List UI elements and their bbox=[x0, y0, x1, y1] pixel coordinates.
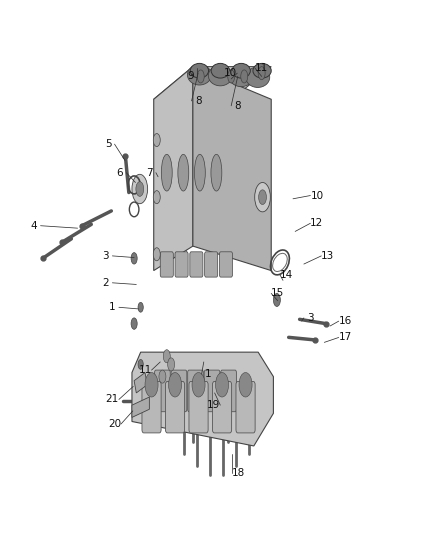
Polygon shape bbox=[193, 67, 271, 271]
Ellipse shape bbox=[229, 66, 253, 87]
Circle shape bbox=[192, 373, 205, 397]
Circle shape bbox=[131, 318, 137, 329]
Text: 10: 10 bbox=[224, 68, 237, 78]
Text: 17: 17 bbox=[339, 333, 352, 343]
Circle shape bbox=[138, 302, 143, 312]
Ellipse shape bbox=[178, 155, 189, 191]
FancyBboxPatch shape bbox=[236, 382, 255, 433]
Circle shape bbox=[153, 248, 160, 261]
Circle shape bbox=[159, 370, 166, 383]
FancyBboxPatch shape bbox=[205, 252, 218, 277]
Text: 1: 1 bbox=[205, 369, 212, 379]
Text: 5: 5 bbox=[105, 139, 111, 149]
Polygon shape bbox=[132, 352, 273, 446]
Circle shape bbox=[258, 190, 266, 205]
Circle shape bbox=[239, 373, 252, 397]
Polygon shape bbox=[154, 67, 193, 271]
Text: 10: 10 bbox=[311, 190, 324, 200]
Text: 19: 19 bbox=[207, 400, 220, 410]
Circle shape bbox=[153, 191, 160, 204]
Text: 11: 11 bbox=[255, 63, 268, 73]
Ellipse shape bbox=[190, 63, 208, 78]
Circle shape bbox=[254, 182, 270, 212]
FancyBboxPatch shape bbox=[142, 382, 161, 433]
Ellipse shape bbox=[194, 155, 205, 191]
Ellipse shape bbox=[253, 63, 271, 78]
FancyBboxPatch shape bbox=[212, 382, 232, 433]
Circle shape bbox=[131, 253, 137, 264]
Circle shape bbox=[169, 373, 182, 397]
Circle shape bbox=[215, 373, 229, 397]
Text: 3: 3 bbox=[307, 313, 314, 323]
Text: 8: 8 bbox=[195, 96, 201, 106]
Text: 7: 7 bbox=[146, 168, 153, 177]
Text: 4: 4 bbox=[31, 221, 37, 231]
Text: 20: 20 bbox=[108, 419, 121, 429]
Ellipse shape bbox=[211, 63, 230, 78]
Text: 8: 8 bbox=[234, 101, 241, 111]
Circle shape bbox=[241, 70, 248, 83]
Ellipse shape bbox=[161, 155, 172, 191]
Ellipse shape bbox=[208, 66, 232, 86]
Ellipse shape bbox=[187, 64, 212, 85]
Ellipse shape bbox=[246, 67, 270, 87]
Circle shape bbox=[136, 182, 144, 196]
FancyBboxPatch shape bbox=[171, 370, 187, 411]
FancyBboxPatch shape bbox=[175, 252, 188, 277]
FancyBboxPatch shape bbox=[187, 370, 203, 411]
Text: 21: 21 bbox=[106, 394, 119, 405]
Text: 6: 6 bbox=[117, 168, 123, 177]
Circle shape bbox=[228, 70, 235, 83]
Text: 12: 12 bbox=[310, 219, 324, 228]
Text: 18: 18 bbox=[232, 468, 245, 478]
FancyBboxPatch shape bbox=[219, 252, 233, 277]
Polygon shape bbox=[154, 67, 271, 99]
Polygon shape bbox=[134, 373, 147, 393]
Text: 13: 13 bbox=[321, 251, 335, 261]
FancyBboxPatch shape bbox=[155, 370, 170, 411]
Circle shape bbox=[138, 359, 143, 369]
Ellipse shape bbox=[232, 63, 251, 78]
FancyBboxPatch shape bbox=[221, 370, 237, 411]
Text: 1: 1 bbox=[109, 302, 116, 312]
Text: 3: 3 bbox=[102, 251, 109, 261]
Circle shape bbox=[132, 174, 148, 204]
FancyBboxPatch shape bbox=[204, 370, 220, 411]
Circle shape bbox=[145, 373, 158, 397]
FancyBboxPatch shape bbox=[190, 252, 203, 277]
Ellipse shape bbox=[211, 155, 222, 191]
Circle shape bbox=[273, 294, 280, 306]
Circle shape bbox=[258, 67, 265, 80]
FancyBboxPatch shape bbox=[160, 252, 173, 277]
Circle shape bbox=[163, 350, 170, 363]
Text: 2: 2 bbox=[102, 278, 109, 288]
Text: 14: 14 bbox=[280, 270, 293, 280]
FancyBboxPatch shape bbox=[189, 382, 208, 433]
Polygon shape bbox=[132, 397, 149, 417]
Text: 9: 9 bbox=[187, 71, 194, 82]
Text: 15: 15 bbox=[271, 288, 284, 298]
Circle shape bbox=[197, 70, 204, 83]
Text: 11: 11 bbox=[138, 365, 152, 375]
Circle shape bbox=[153, 134, 160, 147]
FancyBboxPatch shape bbox=[166, 382, 185, 433]
Text: 16: 16 bbox=[339, 316, 352, 326]
Circle shape bbox=[168, 358, 175, 371]
